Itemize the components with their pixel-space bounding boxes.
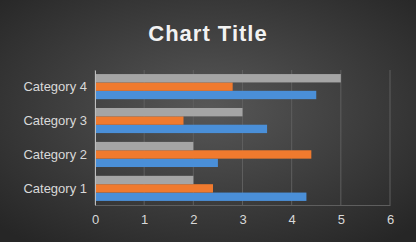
tick-label: Category 2 (23, 147, 87, 162)
bar (95, 142, 193, 150)
tick: Category 1 (23, 181, 95, 196)
tick-label: 2 (190, 212, 197, 227)
axis-line (96, 205, 391, 206)
tick-label: 0 (92, 212, 99, 227)
bar (95, 184, 213, 192)
bars (95, 74, 341, 201)
bar (95, 193, 306, 201)
chart: Chart Title0123456Category 1Category 2Ca… (0, 0, 416, 242)
bar (95, 125, 267, 133)
tick: Category 2 (23, 147, 95, 162)
tick-label: 6 (387, 212, 394, 227)
tick: 6 (387, 205, 394, 227)
tick: Category 3 (23, 113, 95, 128)
tick: 4 (289, 205, 296, 227)
bar (95, 116, 184, 124)
tick: 2 (190, 205, 197, 227)
tick-label: 3 (239, 212, 246, 227)
value-axis: 0 1 2 3 4 5 6 (92, 205, 394, 227)
background (0, 0, 416, 242)
plot: 0123456Category 1Category 2Category 3Cat… (23, 70, 394, 227)
grid-line (390, 70, 391, 205)
bar (95, 108, 243, 116)
tick: 0 (92, 205, 99, 227)
bar (95, 150, 311, 158)
grid-line (291, 70, 292, 205)
bar (95, 82, 233, 90)
tick: 3 (239, 205, 246, 227)
grid-line (95, 70, 96, 205)
bar (95, 159, 218, 167)
tick-label: 5 (338, 212, 345, 227)
tick-label: 4 (289, 212, 296, 227)
tick-label: Category 3 (23, 113, 87, 128)
tick: 1 (141, 205, 148, 227)
axis-line (95, 71, 96, 206)
tick-label: Category 4 (23, 79, 87, 94)
tick-label: Category 1 (23, 181, 87, 196)
grid (95, 70, 390, 205)
tick: 5 (338, 205, 345, 227)
bar (95, 176, 193, 184)
chart-title: Chart Title (148, 21, 267, 46)
grid-line (340, 70, 341, 205)
category-axis: Category 1 Category 2 Category 3 Category 4 (23, 71, 95, 206)
tick-label: 1 (141, 212, 148, 227)
bar (95, 91, 316, 99)
tick: Category 4 (23, 79, 95, 94)
bar (95, 74, 341, 82)
grid-line (242, 70, 243, 205)
